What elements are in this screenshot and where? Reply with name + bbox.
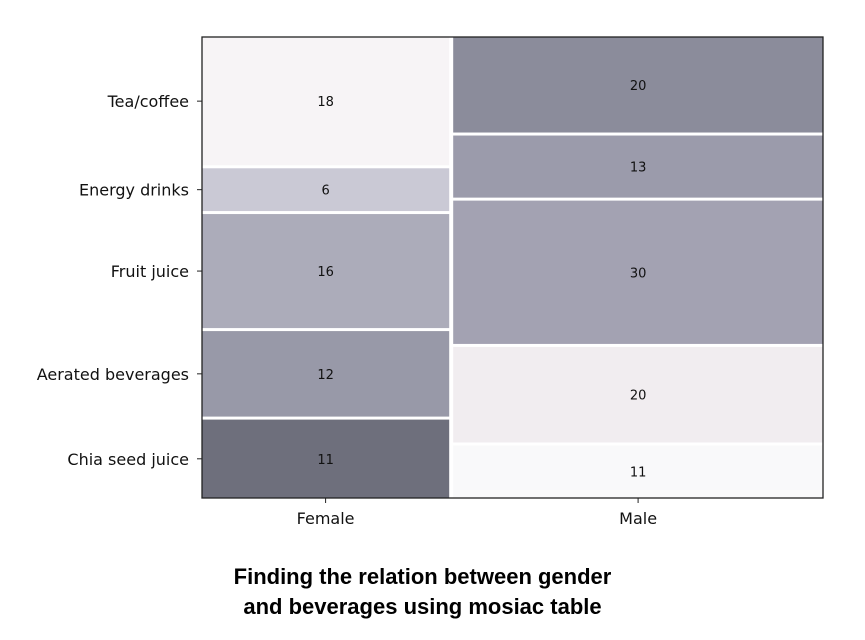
mosaic-cell-male-chia-seed-juice [453,445,823,498]
cell-value-label: 12 [317,368,334,383]
cell-value-label: 18 [317,95,334,110]
mosaic-cell-male-energy-drinks [453,135,823,198]
chart-caption: Finding the relation between gender and … [0,562,845,622]
y-axis: Chia seed juice Aerated beverages Fruit ju… [37,92,202,469]
mosaic-cells: 11 12 16 6 18 11 20 30 13 20 [202,37,823,498]
mosaic-cell-female-energy-drinks [202,168,450,212]
caption-line-2: and beverages using mosiac table [243,594,602,619]
caption-line-1: Finding the relation between gender [233,564,612,589]
mosaic-cell-male-aerated-beverages [453,346,823,443]
y-tick-label-energy-drinks: Energy drinks [79,181,189,200]
cell-value-label: 11 [630,466,647,481]
y-tick-label-fruit-juice: Fruit juice [111,262,189,281]
mosaic-cell-male-fruit-juice [453,200,823,344]
x-tick-label-female: Female [297,509,355,528]
mosaic-cell-female-tea-coffee [202,37,450,166]
y-tick-label-aerated-beverages: Aerated beverages [37,365,189,384]
y-tick-label-tea-coffee: Tea/coffee [107,92,189,111]
mosaic-cell-female-aerated-beverages [202,331,450,417]
cell-value-label: 11 [317,453,334,468]
mosaic-chart: 11 12 16 6 18 11 20 30 13 20 Female Male Chia seed… [37,36,824,528]
x-tick-label-male: Male [619,509,657,528]
cell-value-label: 13 [630,161,647,176]
plot-frame [201,36,824,499]
cell-value-label: 6 [321,184,329,199]
cell-value-label: 16 [317,265,334,280]
mosaic-cell-male-tea-coffee [453,37,823,133]
cell-value-label: 30 [630,266,647,281]
y-tick-label-chia-seed-juice: Chia seed juice [67,450,189,469]
x-axis: Female Male [297,498,657,528]
mosaic-cell-female-chia-seed-juice [202,419,450,498]
cell-value-label: 20 [630,389,647,404]
cell-value-label: 20 [630,79,647,94]
mosaic-cell-female-fruit-juice [202,214,450,329]
